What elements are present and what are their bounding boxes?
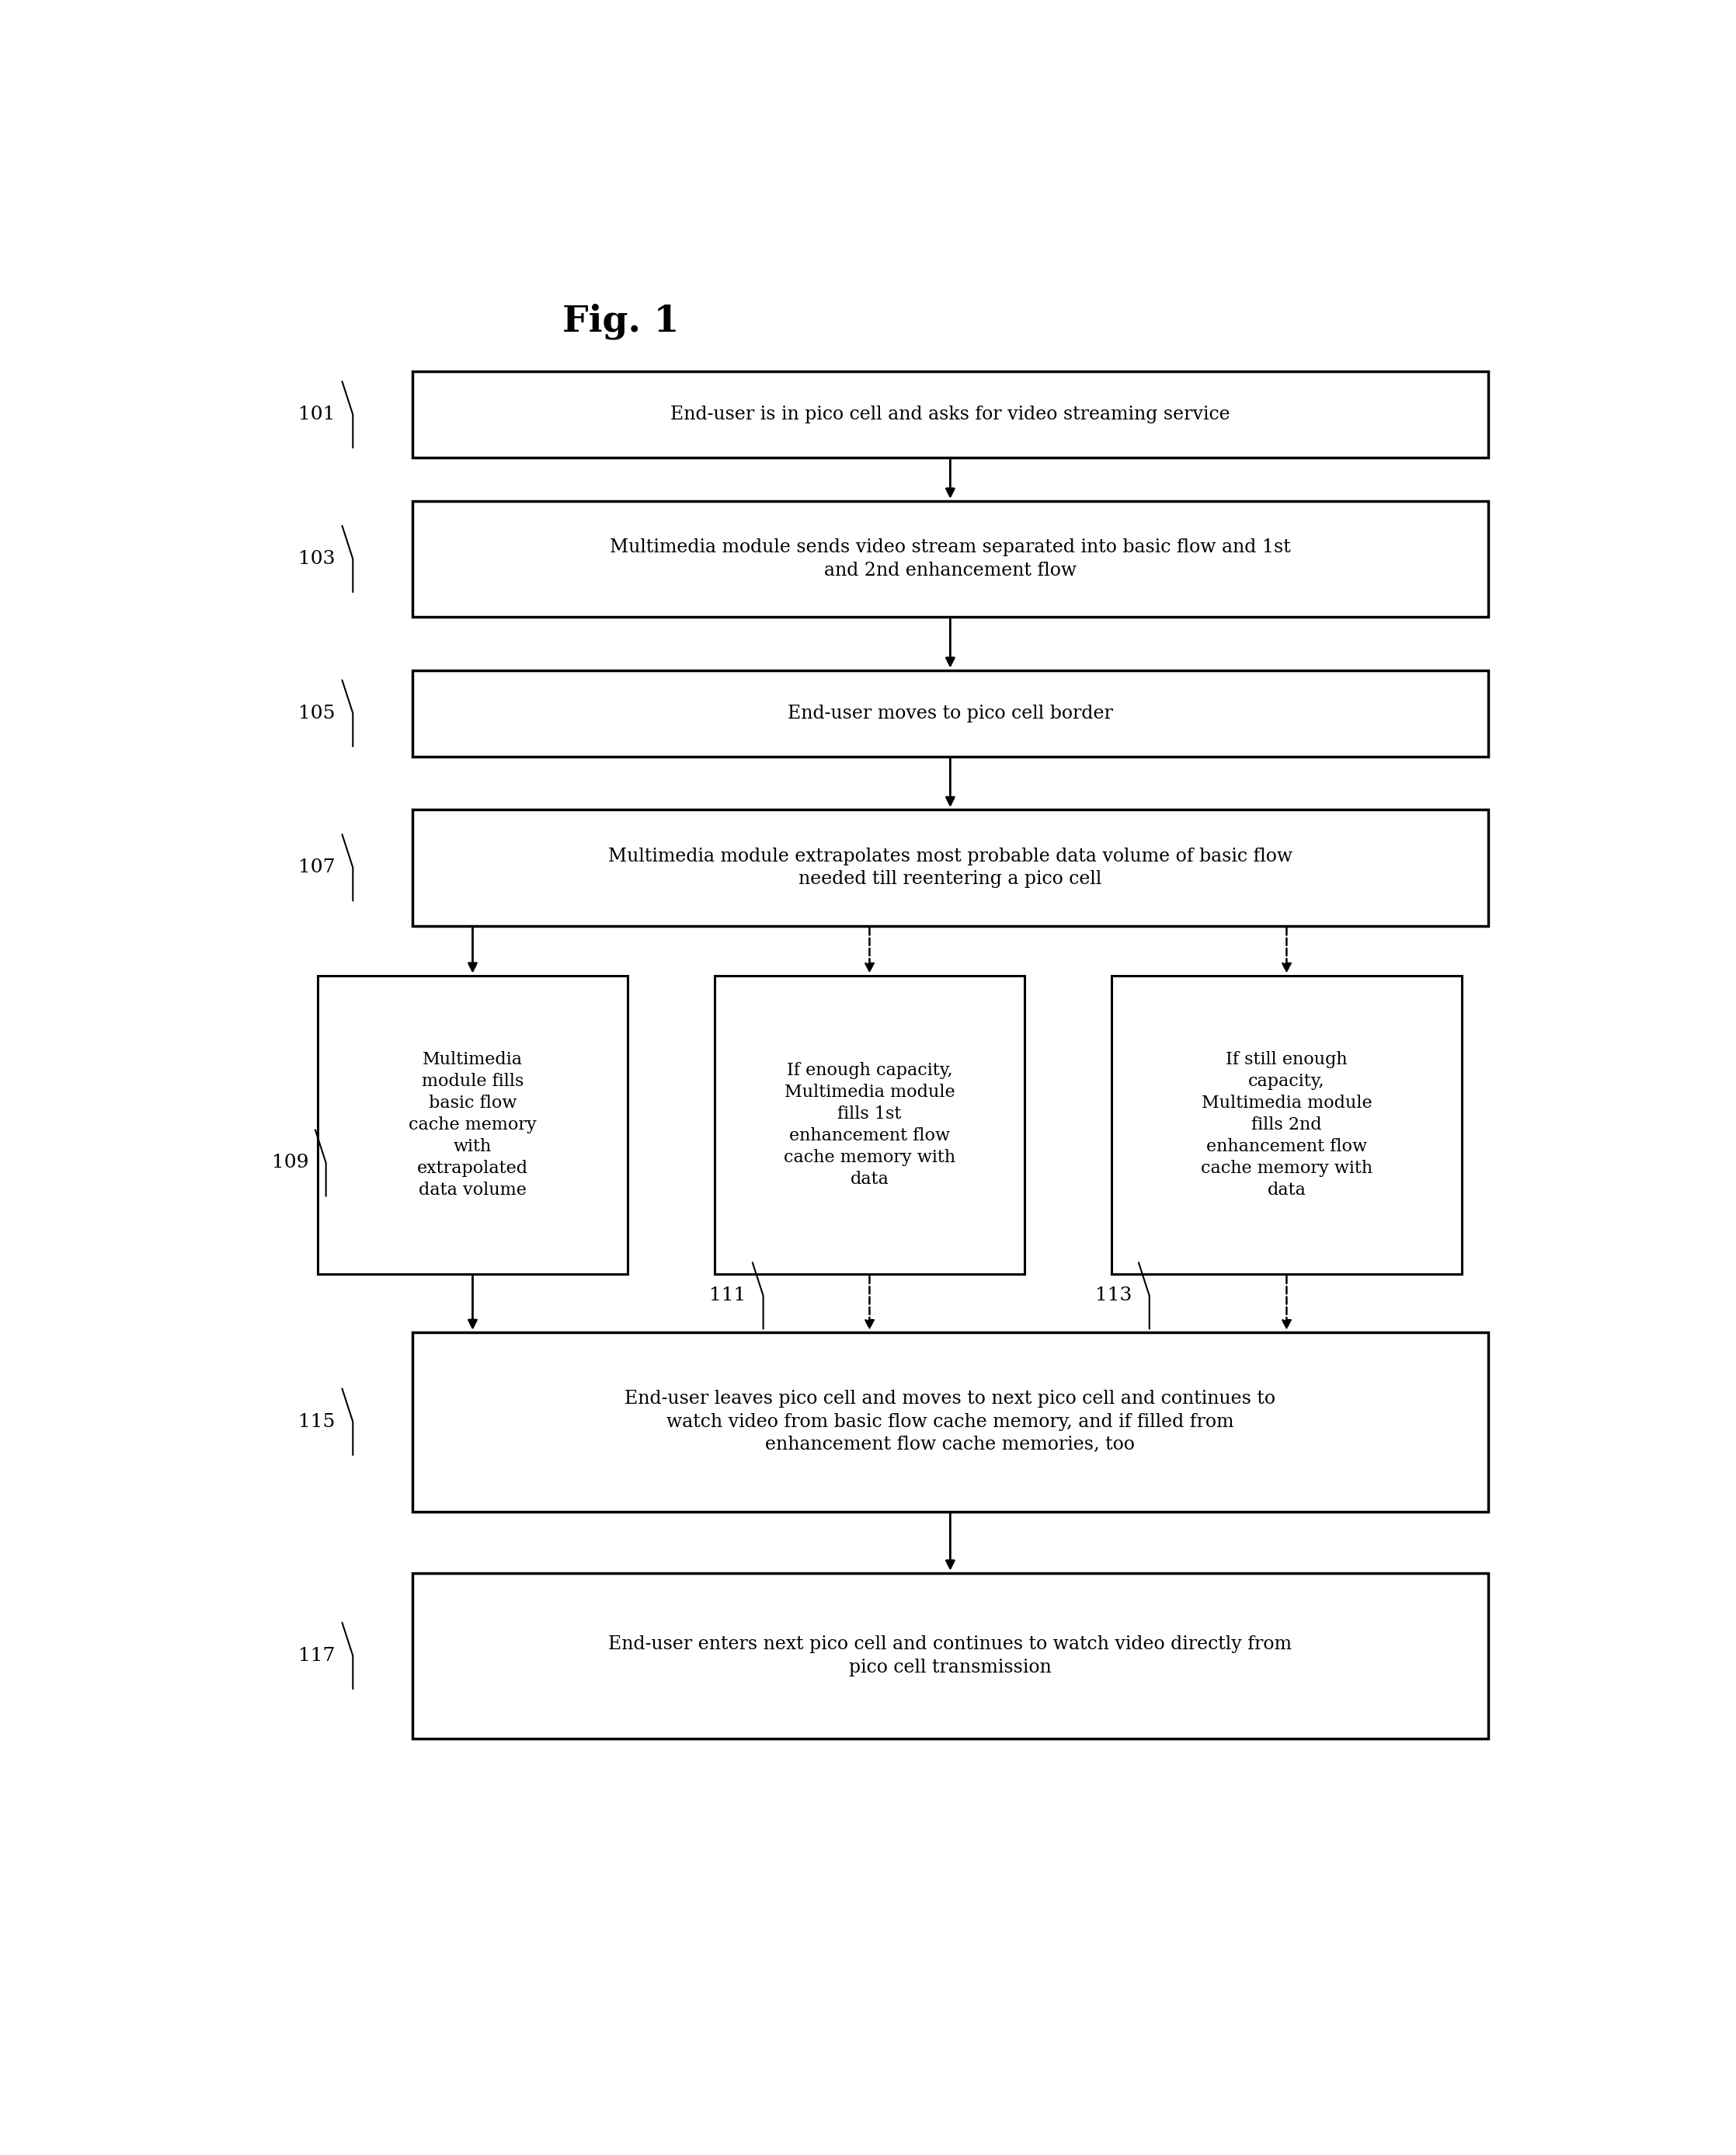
Bar [411, 1332, 1488, 1511]
Text: End-user enters next pico cell and continues to watch video directly from
pico c: End-user enters next pico cell and conti… [609, 1636, 1292, 1677]
Text: 103: 103 [299, 550, 335, 569]
Bar [411, 371, 1488, 457]
Text: 105: 105 [299, 705, 335, 722]
Text: If enough capacity,
Multimedia module
fills 1st
enhancement flow
cache memory wi: If enough capacity, Multimedia module fi… [783, 1062, 955, 1187]
Text: End-user is in pico cell and asks for video streaming service: End-user is in pico cell and asks for vi… [670, 405, 1231, 425]
Text: 111: 111 [708, 1287, 746, 1304]
Text: Multimedia
module fills
basic flow
cache memory
with
extrapolated
data volume: Multimedia module fills basic flow cache… [408, 1052, 536, 1198]
Bar [411, 810, 1488, 927]
Bar [715, 976, 1024, 1274]
Text: 107: 107 [299, 858, 335, 877]
Bar [318, 976, 627, 1274]
Bar [411, 500, 1488, 616]
Text: 113: 113 [1095, 1287, 1132, 1304]
Text: Fig. 1: Fig. 1 [562, 304, 679, 340]
Bar [411, 1573, 1488, 1739]
Text: End-user leaves pico cell and moves to next pico cell and continues to
watch vid: End-user leaves pico cell and moves to n… [625, 1390, 1276, 1452]
Text: 117: 117 [299, 1646, 335, 1664]
Text: 109: 109 [271, 1155, 309, 1172]
Bar [1111, 976, 1462, 1274]
Text: Multimedia module extrapolates most probable data volume of basic flow
needed ti: Multimedia module extrapolates most prob… [608, 847, 1292, 888]
Text: Multimedia module sends video stream separated into basic flow and 1st
and 2nd e: Multimedia module sends video stream sep… [609, 539, 1292, 580]
Text: If still enough
capacity,
Multimedia module
fills 2nd
enhancement flow
cache mem: If still enough capacity, Multimedia mod… [1201, 1052, 1373, 1198]
Text: 101: 101 [299, 405, 335, 425]
Text: End-user moves to pico cell border: End-user moves to pico cell border [788, 705, 1113, 722]
Text: 115: 115 [299, 1414, 335, 1431]
Bar [411, 670, 1488, 756]
